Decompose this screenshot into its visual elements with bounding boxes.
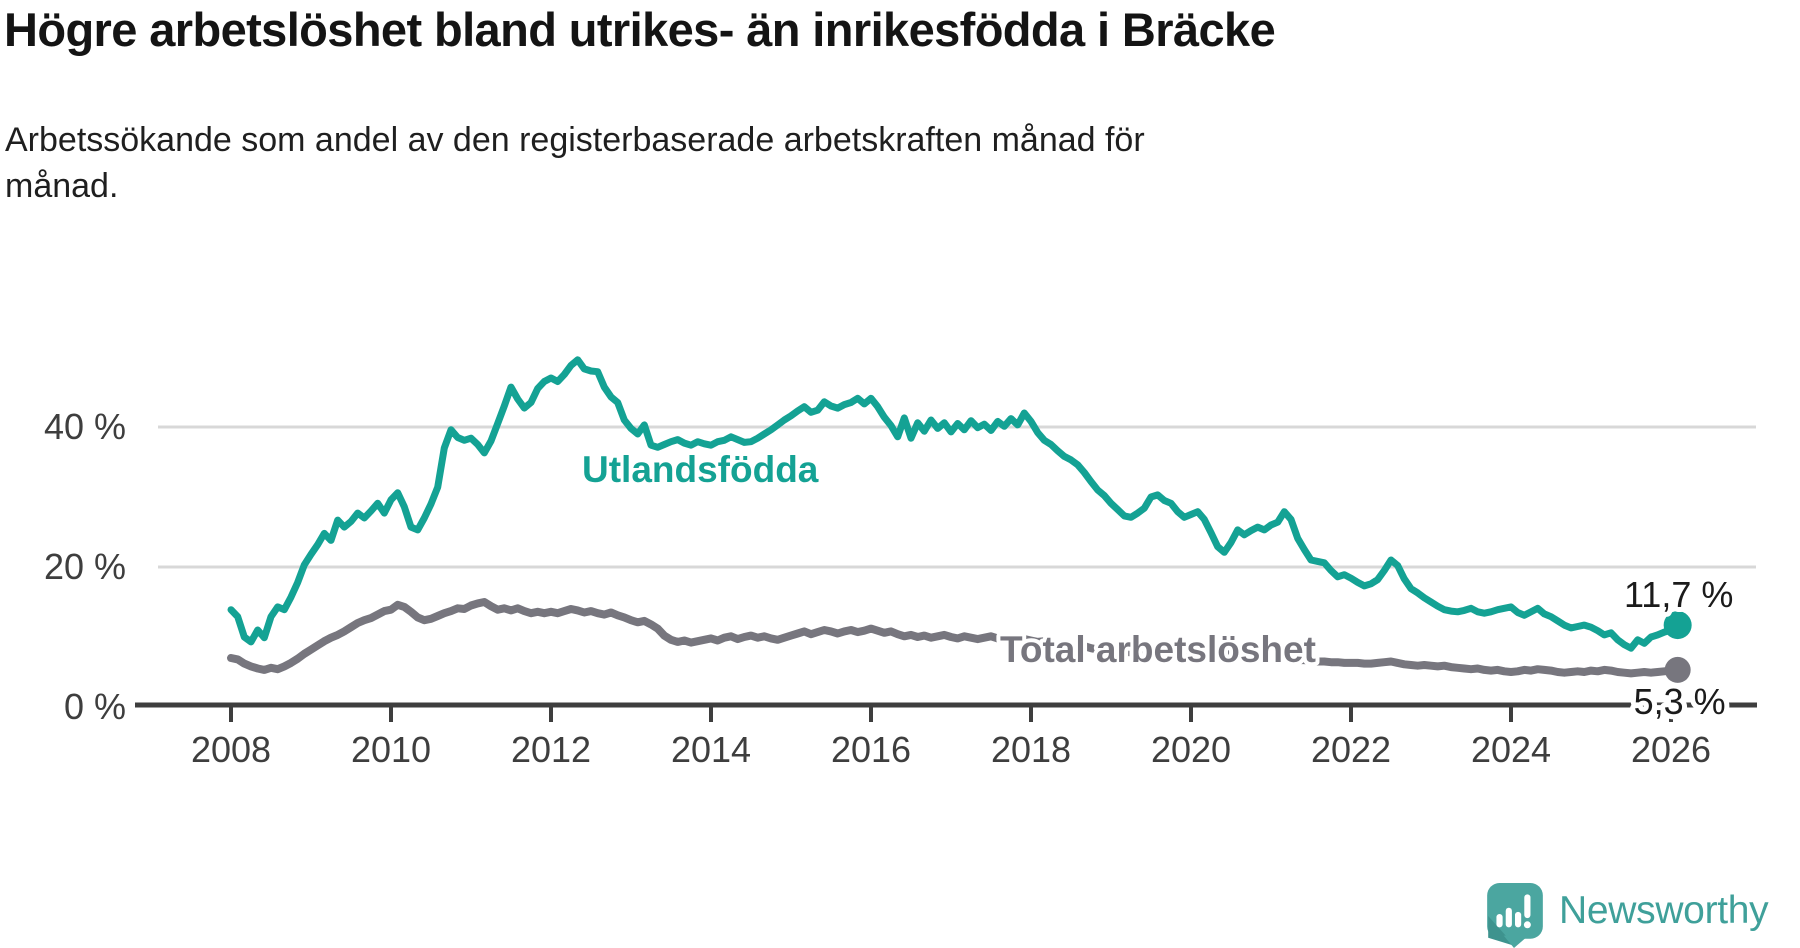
series-label-total-arbetsloshet: Total arbetslöshet (1000, 629, 1316, 670)
newsworthy-logo-text: Newsworthy (1559, 889, 1769, 932)
x-axis-ticks: 2008 2010 2012 2014 2016 2018 2020 2022 2024 2026 (191, 705, 1711, 770)
series-line-utlandsfodda (227, 356, 1682, 652)
x-tick-label-2022: 2022 (1311, 729, 1391, 770)
x-tick-label-2024: 2024 (1471, 729, 1551, 770)
x-tick-label-2020: 2020 (1151, 729, 1231, 770)
page-subtitle: Arbetssökande som andel av den registerb… (5, 121, 1145, 205)
x-tick-label-2012: 2012 (511, 729, 591, 770)
newsworthy-logo: Newsworthy (1486, 882, 1769, 948)
end-value-label-utlandsfodda: 11,7 % (1624, 574, 1733, 615)
y-tick-label-0: 0 % (64, 686, 126, 727)
x-tick-label-2026: 2026 (1631, 729, 1711, 770)
end-value-label-total-arbetsloshet: 5,3 % (1634, 681, 1726, 722)
x-tick-label-2010: 2010 (351, 729, 431, 770)
x-tick-label-2014: 2014 (671, 729, 751, 770)
y-tick-label-40: 40 % (44, 406, 126, 447)
x-tick-label-2018: 2018 (991, 729, 1071, 770)
x-tick-label-2008: 2008 (191, 729, 271, 770)
series-line-total-arbetsloshet (227, 598, 1682, 678)
series-endpoint-total-arbetsloshet (1664, 656, 1691, 683)
page-title: Högre arbetslöshet bland utrikes- än inr… (4, 3, 1276, 56)
y-tick-label-20: 20 % (44, 546, 126, 587)
series-endpoint-utlandsfodda (1663, 611, 1692, 640)
series-label-utlandsfodda: Utlandsfödda (582, 449, 819, 490)
x-tick-label-2016: 2016 (831, 729, 911, 770)
newsworthy-logo-icon (1487, 883, 1543, 948)
y-axis-labels: 40 % 20 % 0 % (44, 406, 126, 727)
